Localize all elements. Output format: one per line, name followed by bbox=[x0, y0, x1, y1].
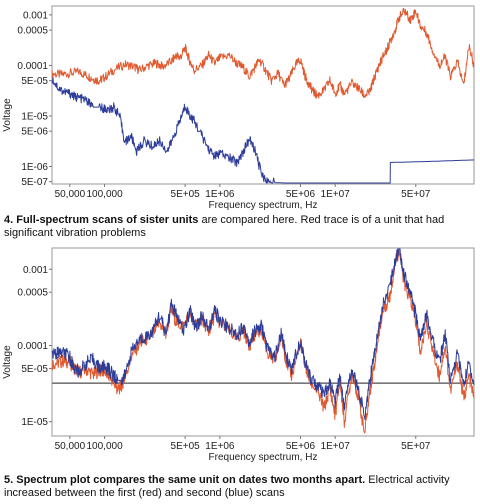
x-tick-label-6: 5E+07 bbox=[401, 189, 431, 200]
x-tick-label-1: 100,000 bbox=[86, 441, 123, 452]
y-tick-label-3: 5E-05 bbox=[21, 364, 48, 375]
x-tick-label-6: 5E+07 bbox=[401, 441, 431, 452]
series-line-0 bbox=[51, 8, 475, 99]
x-tick-label-4: 5E+06 bbox=[286, 189, 316, 200]
y-tick-label-0: 0.001 bbox=[23, 265, 48, 276]
caption-4-bold: 4. Full-spectrum scans of sister units bbox=[4, 214, 199, 226]
y-tick-label-4: 1E-05 bbox=[21, 111, 48, 122]
x-tick-label-0: 50,000 bbox=[55, 189, 86, 200]
x-axis-label: Frequency spectrum, Hz bbox=[209, 452, 318, 463]
series-line-1 bbox=[51, 248, 475, 420]
y-tick-label-1: 0.0005 bbox=[17, 288, 48, 299]
y-axis-label: Voltage bbox=[2, 345, 13, 379]
caption-figure-5: 5. Spectrum plot compares the same unit … bbox=[4, 474, 476, 500]
chart-two-dates: 0.001 0.0005 0.0001 5E-05 1E-05 50,000 100,000… bbox=[2, 247, 475, 463]
x-tick-label-1: 100,000 bbox=[86, 189, 123, 200]
plot-area bbox=[51, 5, 475, 185]
x-tick-label-2: 5E+05 bbox=[171, 189, 201, 200]
caption-5-text: Electrical activity increased between th… bbox=[4, 474, 450, 499]
y-tick-label-3: 5E-05 bbox=[21, 76, 48, 87]
y-tick-label-5: 5E-06 bbox=[21, 127, 48, 138]
caption-4-text: are compared here. Red trace is of a uni… bbox=[4, 214, 445, 239]
y-tick-label-7: 5E-07 bbox=[21, 177, 48, 188]
x-tick-label-0: 50,000 bbox=[55, 441, 86, 452]
x-tick-label-3: 1E+06 bbox=[205, 189, 235, 200]
caption-figure-4: 4. Full-spectrum scans of sister units a… bbox=[4, 214, 476, 240]
x-tick-label-3: 1E+06 bbox=[205, 441, 235, 452]
plot-area bbox=[51, 247, 475, 437]
chart-full-spectrum: 0.001 0.0005 0.0001 5E-05 1E-05 5E-06 1E-06 5E-… bbox=[2, 5, 475, 211]
y-tick-label-0: 0.001 bbox=[23, 10, 48, 21]
y-axis-label: Voltage bbox=[2, 98, 13, 132]
y-tick-label-4: 1E-05 bbox=[21, 417, 48, 428]
x-tick-label-4: 5E+06 bbox=[286, 441, 316, 452]
x-tick-label-5: 1E+07 bbox=[321, 189, 351, 200]
x-tick-label-5: 1E+07 bbox=[321, 441, 351, 452]
y-tick-label-1: 0.0005 bbox=[17, 26, 48, 37]
y-tick-label-2: 0.0001 bbox=[17, 341, 48, 352]
x-axis-label: Frequency spectrum, Hz bbox=[209, 200, 318, 211]
series-line-1 bbox=[51, 77, 475, 184]
y-tick-label-2: 0.0001 bbox=[17, 61, 48, 72]
caption-5-bold: 5. Spectrum plot compares the same unit … bbox=[4, 474, 366, 486]
x-tick-label-2: 5E+05 bbox=[171, 441, 201, 452]
y-tick-label-6: 1E-06 bbox=[21, 162, 48, 173]
